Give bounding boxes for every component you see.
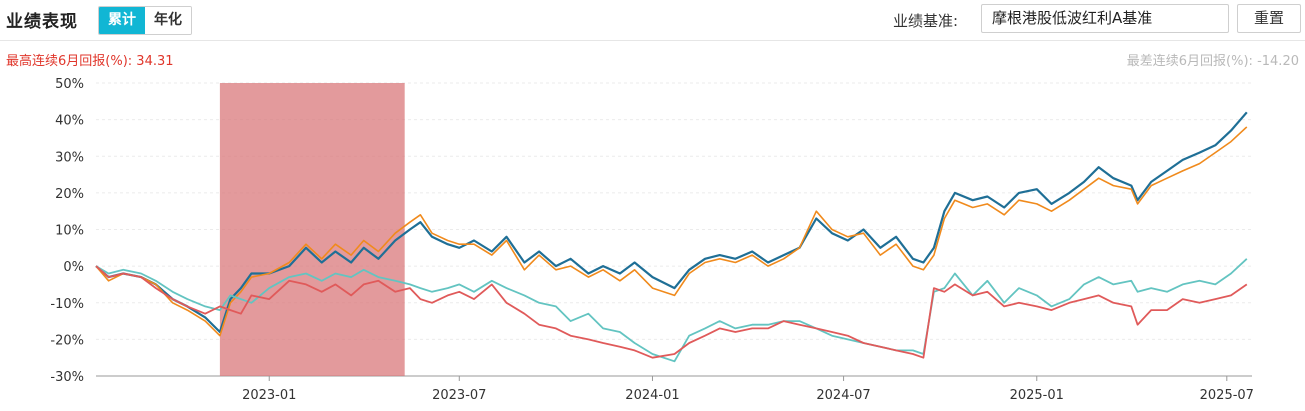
best-return: 最高连续6月回报(%): 34.31	[6, 50, 174, 69]
x-tick-label: 2023-07	[432, 388, 486, 403]
tab-cumulative[interactable]: 累计	[99, 7, 145, 34]
best-return-label: 最高连续6月回报(%):	[6, 54, 133, 69]
y-tick-label: -30%	[50, 370, 84, 385]
y-tick-label: 0%	[63, 260, 84, 275]
y-tick-label: 30%	[55, 150, 84, 165]
mode-toggle: 累计 年化	[98, 6, 192, 35]
series-line-4	[95, 265, 1248, 359]
series-line-2	[95, 126, 1248, 337]
reset-button[interactable]: 重置	[1237, 4, 1301, 33]
y-tick-label: 10%	[55, 224, 84, 239]
highlight-band	[219, 83, 405, 376]
worst-return-value: -14.20	[1257, 54, 1299, 69]
worst-return-label: 最差连续6月回报(%):	[1126, 54, 1253, 69]
y-tick-label: 40%	[55, 114, 84, 129]
section-title: 业绩表现	[6, 12, 78, 32]
y-tick-label: -10%	[50, 297, 84, 312]
x-tick-label: 2024-07	[816, 388, 870, 403]
benchmark-select[interactable]: 摩根港股低波红利A基准	[981, 4, 1229, 33]
y-tick-label: 50%	[55, 77, 84, 92]
y-tick-label: -20%	[50, 333, 84, 348]
tab-annualized[interactable]: 年化	[145, 7, 191, 34]
series-line-3	[95, 258, 1248, 363]
y-tick-label: 20%	[55, 187, 84, 202]
x-tick-label: 2025-07	[1200, 388, 1254, 403]
best-return-value: 34.31	[136, 54, 174, 69]
header-bar: 业绩表现 累计 年化 业绩基准: 摩根港股低波红利A基准 重置	[0, 0, 1305, 41]
x-tick-label: 2025-01	[1010, 388, 1064, 403]
benchmark-label: 业绩基准:	[893, 12, 959, 30]
series-line-1	[95, 111, 1248, 334]
x-tick-label: 2023-01	[242, 388, 296, 403]
x-tick-label: 2024-01	[625, 388, 679, 403]
worst-return: 最差连续6月回报(%): -14.20	[1127, 50, 1299, 69]
